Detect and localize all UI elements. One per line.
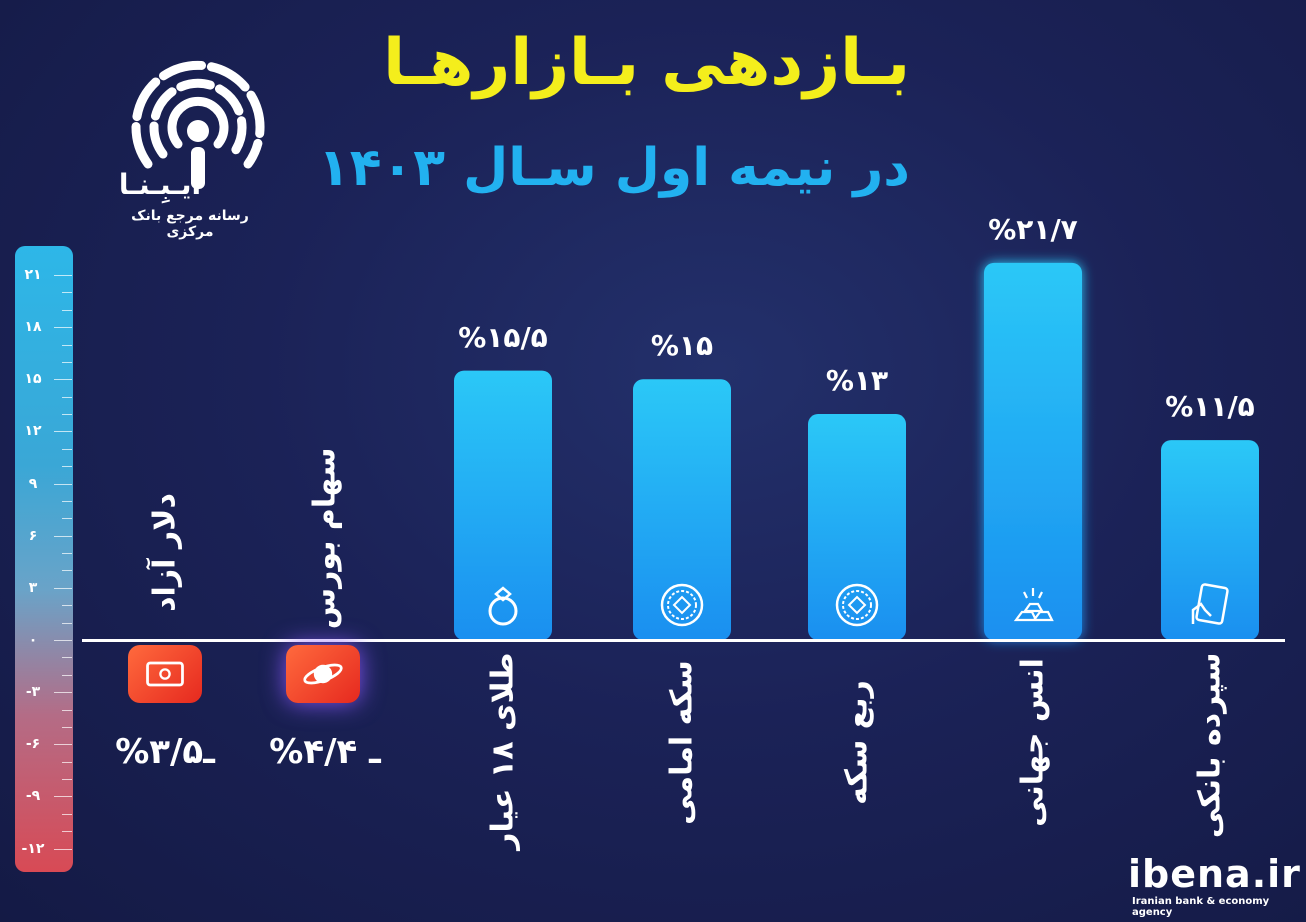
y-tick-mark	[62, 779, 72, 781]
category-label: انس جهانی	[1015, 658, 1051, 827]
y-tick-mark	[62, 500, 72, 502]
bar-value-label: %ـ۳/۵	[115, 732, 215, 772]
category-label: سپرده بانکی	[1192, 652, 1228, 839]
bar-value-label: %۱۳	[825, 364, 889, 398]
bar	[984, 262, 1082, 640]
bar	[454, 370, 552, 640]
y-tick-label: ۰	[28, 632, 38, 648]
bar-value-label: %۱۱/۵	[1165, 390, 1255, 424]
y-tick-mark	[54, 535, 72, 537]
y-tick-mark	[54, 275, 72, 276]
bar	[633, 379, 731, 640]
y-tick-mark	[62, 448, 72, 450]
y-tick-mark	[54, 692, 72, 694]
y-tick-label: ۹	[28, 475, 38, 492]
y-tick-mark	[62, 605, 72, 607]
chart-subtitle: در نیمه اول سـال ۱۴۰۳	[318, 138, 910, 198]
y-tick-mark	[54, 744, 72, 746]
category-label: ربع سکه	[839, 680, 875, 805]
y-tick-mark	[62, 466, 72, 468]
negative-icon-box	[286, 645, 360, 703]
planet-icon	[303, 663, 343, 685]
y-tick-mark	[54, 640, 72, 641]
ibena-logo	[131, 60, 265, 189]
coin-icon	[660, 583, 704, 627]
logo-name: ایـبِـنـا	[118, 168, 202, 201]
y-tick-mark	[62, 726, 72, 728]
y-tick-mark	[62, 709, 72, 711]
y-tick-mark	[62, 553, 72, 555]
brand-tagline: Iranian bank & economy agency	[1132, 896, 1270, 918]
y-tick-label: -۶	[25, 736, 41, 753]
y-tick-mark	[62, 831, 72, 833]
y-tick-mark	[54, 327, 72, 329]
y-tick-label: ۲۱	[24, 267, 42, 283]
bar-value-label: %۲۱/۷	[988, 212, 1078, 246]
y-tick-mark	[62, 622, 72, 624]
y-tick-mark	[62, 657, 72, 659]
y-tick-mark	[54, 796, 72, 798]
bar	[808, 414, 906, 640]
gold-bars-icon	[1013, 588, 1054, 622]
y-tick-mark	[54, 431, 72, 433]
category-label: سکه امامی	[664, 660, 700, 825]
y-tick-mark	[62, 761, 72, 763]
y-tick-mark	[62, 396, 72, 398]
coin-icon	[835, 583, 879, 627]
bar-value-label: %۱۵/۵	[458, 320, 548, 354]
y-tick-mark	[62, 309, 72, 311]
bar-value-label: %ـ ۴/۴	[269, 732, 381, 772]
brand-site: ibena.ir	[1128, 852, 1301, 896]
y-tick-mark	[54, 379, 72, 381]
bar-value-label: %۱۵	[650, 329, 714, 363]
y-tick-mark	[62, 518, 72, 520]
y-tick-mark	[54, 587, 72, 589]
y-tick-mark	[54, 848, 72, 850]
y-tick-mark	[62, 674, 72, 676]
y-tick-label: ۶	[28, 527, 38, 544]
bank-card-icon	[1191, 583, 1229, 625]
y-tick-mark	[62, 292, 72, 294]
y-tick-mark	[62, 813, 72, 815]
bar	[1161, 440, 1259, 640]
y-tick-label: ۱۵	[24, 371, 42, 388]
y-tick-mark	[62, 361, 72, 363]
ring-icon	[488, 586, 518, 626]
zero-baseline	[82, 639, 1285, 642]
category-label: دلار آزاد	[147, 493, 183, 612]
y-tick-mark	[54, 483, 72, 485]
category-label: سهام بورس	[307, 447, 343, 630]
category-label: طلای ۱۸ عیار	[485, 652, 521, 850]
y-tick-label: -۱۲	[21, 840, 45, 857]
y-tick-label: ۳	[28, 579, 38, 596]
y-tick-label: -۹	[25, 788, 41, 805]
chart-title: بـازدهی بـازارهـا	[383, 26, 910, 100]
y-tick-label: -۳	[25, 684, 41, 701]
money-icon	[146, 661, 184, 687]
y-tick-mark	[62, 414, 72, 416]
negative-icon-box	[128, 645, 202, 703]
y-tick-label: ۱۲	[24, 423, 42, 440]
y-axis-scale	[15, 246, 73, 872]
y-tick-label: ۱۸	[24, 319, 42, 336]
y-tick-mark	[62, 344, 72, 346]
y-tick-mark	[62, 570, 72, 572]
logo-tagline: رسانه مرجع بانک مرکزی	[131, 208, 249, 240]
